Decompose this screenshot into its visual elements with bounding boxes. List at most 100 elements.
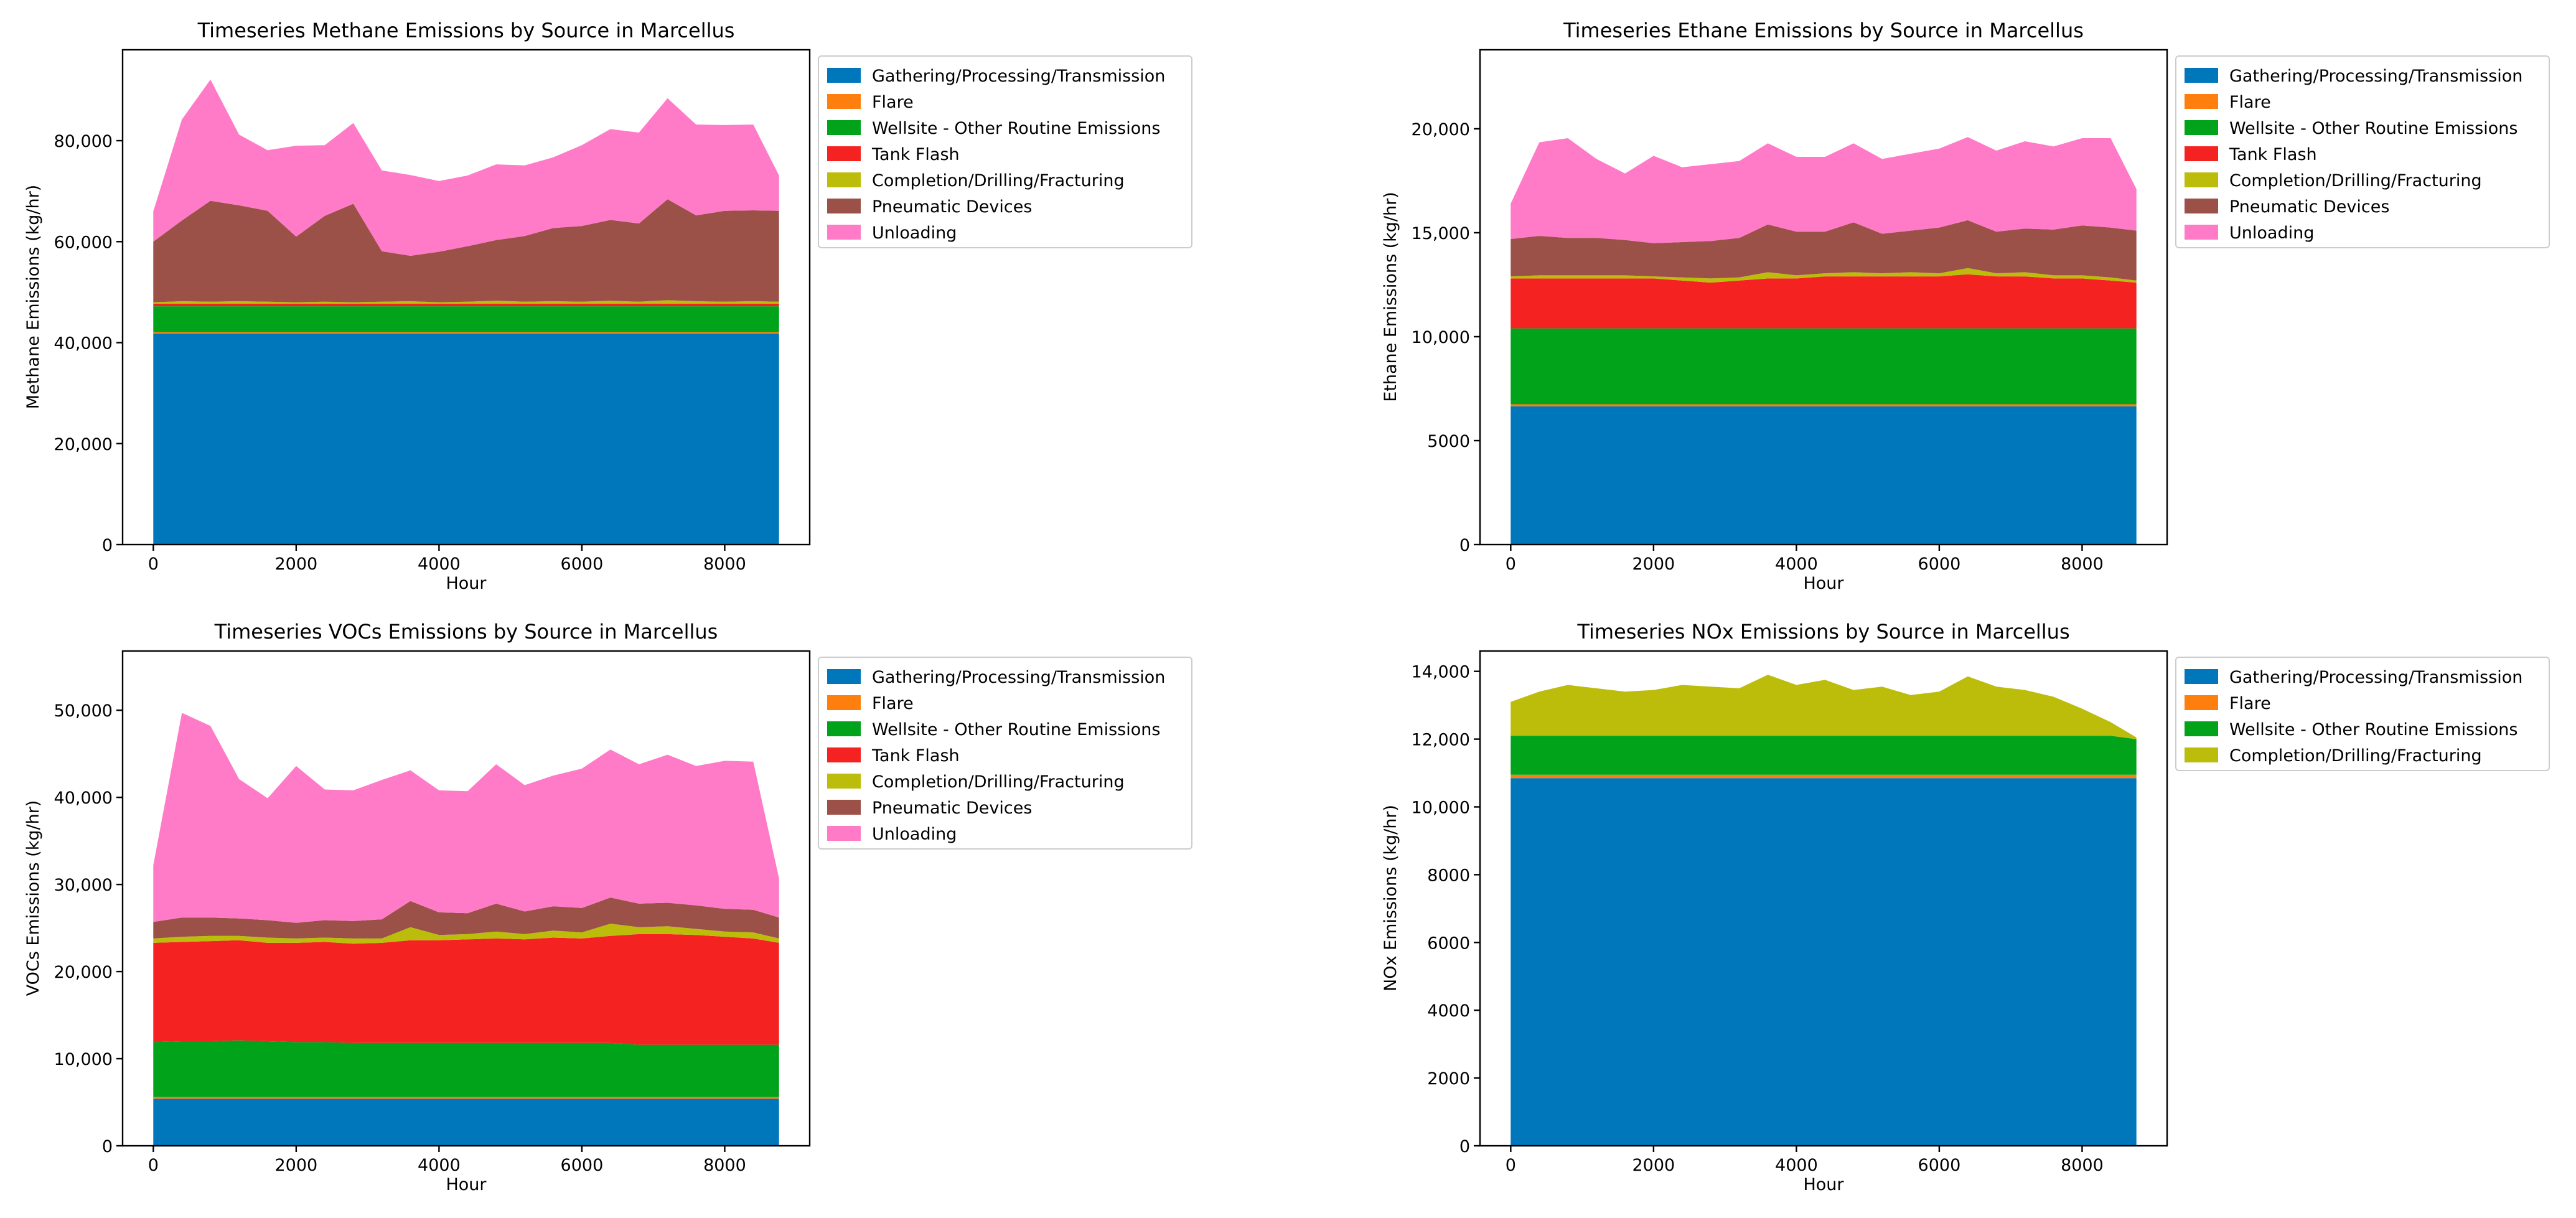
legend-label-gathering-processing-transmission: Gathering/Processing/Transmission bbox=[872, 668, 1165, 687]
legend-swatch-flare bbox=[2185, 94, 2218, 109]
x-tick-label: 0 bbox=[1506, 555, 1516, 574]
x-tick-label: 8000 bbox=[703, 1156, 746, 1175]
area-gathering-processing-transmission bbox=[153, 333, 779, 545]
legend-label-wellsite-other-routine-emissions: Wellsite - Other Routine Emissions bbox=[872, 720, 1160, 739]
y-tick-label: 10,000 bbox=[1412, 798, 1470, 817]
legend-swatch-unloading bbox=[2185, 225, 2218, 240]
legend: Gathering/Processing/Transmission Flare We… bbox=[2175, 657, 2550, 771]
y-tick-label: 0 bbox=[102, 1137, 113, 1156]
legend-frame bbox=[818, 55, 1192, 248]
area-flare bbox=[1510, 774, 2137, 779]
y-tick-label: 40,000 bbox=[54, 334, 113, 354]
x-tick-label: 6000 bbox=[561, 1156, 604, 1175]
legend-swatch-tank-flash bbox=[827, 146, 861, 161]
legend-label-unloading: Unloading bbox=[2229, 223, 2314, 243]
legend-label-tank-flash: Tank Flash bbox=[871, 746, 960, 766]
legend-swatch-completion-drilling-fracturing bbox=[2185, 747, 2218, 762]
x-tick-label: 6000 bbox=[1918, 555, 1961, 574]
legend-swatch-tank-flash bbox=[2185, 146, 2218, 161]
y-tick-label: 50,000 bbox=[54, 701, 113, 721]
y-axis-label: Ethane Emissions (kg/hr) bbox=[1381, 192, 1400, 402]
area-completion-drilling-fracturing bbox=[153, 300, 779, 304]
legend-label-unloading: Unloading bbox=[872, 223, 957, 243]
y-tick-label: 30,000 bbox=[54, 876, 113, 895]
legend-swatch-tank-flash bbox=[827, 747, 861, 762]
legend-label-tank-flash: Tank Flash bbox=[871, 145, 960, 164]
legend-label-gathering-processing-transmission: Gathering/Processing/Transmission bbox=[872, 67, 1165, 86]
legend-swatch-wellsite-other-routine-emissions bbox=[2185, 721, 2218, 736]
methane-chart: 0 2000 4000 6000 8000 0 20,000 40,000 60,000 80,… bbox=[24, 19, 1192, 593]
chart-title: Timeseries NOx Emissions by Source in Ma… bbox=[1576, 620, 2069, 644]
legend-swatch-pneumatic-devices bbox=[827, 800, 861, 815]
legend-label-pneumatic-devices: Pneumatic Devices bbox=[872, 799, 1032, 818]
legend-label-completion-drilling-fracturing: Completion/Drilling/Fracturing bbox=[872, 171, 1125, 190]
legend-label-completion-drilling-fracturing: Completion/Drilling/Fracturing bbox=[872, 772, 1125, 792]
legend-swatch-wellsite-other-routine-emissions bbox=[827, 120, 861, 135]
x-axis-label: Hour bbox=[1803, 1175, 1844, 1194]
area-pneumatic-devices bbox=[1510, 220, 2137, 281]
y-tick-label: 12,000 bbox=[1412, 731, 1470, 750]
x-tick-label: 2000 bbox=[1632, 1156, 1675, 1175]
y-tick-label: 6000 bbox=[1427, 934, 1470, 953]
y-axis-label: NOx Emissions (kg/hr) bbox=[1381, 805, 1400, 991]
legend-frame bbox=[818, 657, 1192, 850]
legend-label-pneumatic-devices: Pneumatic Devices bbox=[872, 197, 1032, 217]
area-gathering-processing-transmission bbox=[153, 1099, 779, 1146]
legend-label-flare: Flare bbox=[2229, 694, 2271, 713]
x-tick-label: 2000 bbox=[275, 1156, 318, 1175]
x-tick-label: 8000 bbox=[2061, 555, 2104, 574]
area-completion-drilling-fracturing bbox=[1510, 675, 2137, 739]
plot-frame bbox=[121, 49, 811, 546]
ethane-chart: 0 2000 4000 6000 8000 0 5000 10,000 15,000 20,00… bbox=[1381, 19, 2550, 593]
area-tank-flash bbox=[153, 304, 779, 307]
area-wellsite-other-routine-emissions bbox=[1510, 328, 2137, 405]
area-unloading bbox=[153, 79, 779, 256]
legend-frame bbox=[2175, 55, 2550, 248]
legend-swatch-gathering-processing-transmission bbox=[827, 68, 861, 83]
y-tick-label: 0 bbox=[1459, 536, 1470, 555]
legend-label-gathering-processing-transmission: Gathering/Processing/Transmission bbox=[2229, 668, 2522, 687]
plot-frame bbox=[121, 650, 811, 1147]
area-flare bbox=[153, 1097, 779, 1099]
x-tick-label: 6000 bbox=[1918, 1156, 1961, 1175]
area-gathering-processing-transmission bbox=[1510, 778, 2137, 1146]
legend: Gathering/Processing/Transmission Flare We… bbox=[2175, 55, 2550, 248]
area-pneumatic-devices bbox=[153, 199, 779, 302]
legend-label-wellsite-other-routine-emissions: Wellsite - Other Routine Emissions bbox=[2229, 119, 2517, 138]
area-tank-flash bbox=[153, 934, 779, 1045]
area-wellsite-other-routine-emissions bbox=[1510, 736, 2137, 775]
area-wellsite-other-routine-emissions bbox=[153, 1040, 779, 1097]
legend-swatch-flare bbox=[2185, 695, 2218, 710]
vocs-chart: 0 2000 4000 6000 8000 0 10,000 20,000 30,000 40,… bbox=[24, 620, 1192, 1194]
plot-frame bbox=[1479, 49, 2168, 546]
y-tick-label: 20,000 bbox=[54, 963, 113, 982]
legend-swatch-unloading bbox=[827, 225, 861, 240]
chart-title: Timeseries Ethane Emissions by Source in… bbox=[1563, 19, 2084, 42]
x-axis-label: Hour bbox=[446, 574, 487, 593]
area-unloading bbox=[1510, 137, 2137, 243]
y-tick-label: 20,000 bbox=[1412, 120, 1470, 139]
area-pneumatic-devices bbox=[153, 897, 779, 939]
area-flare bbox=[1510, 404, 2137, 406]
y-tick-label: 10,000 bbox=[54, 1050, 113, 1069]
legend-swatch-completion-drilling-fracturing bbox=[827, 172, 861, 187]
legend-swatch-unloading bbox=[827, 826, 861, 841]
y-tick-label: 20,000 bbox=[54, 435, 113, 454]
legend-label-wellsite-other-routine-emissions: Wellsite - Other Routine Emissions bbox=[2229, 720, 2517, 739]
plot-frame bbox=[1479, 650, 2168, 1147]
legend-swatch-gathering-processing-transmission bbox=[2185, 68, 2218, 83]
legend-swatch-wellsite-other-routine-emissions bbox=[2185, 120, 2218, 135]
area-flare bbox=[153, 332, 779, 334]
y-tick-label: 40,000 bbox=[54, 789, 113, 808]
legend-swatch-gathering-processing-transmission bbox=[827, 669, 861, 684]
y-tick-label: 10,000 bbox=[1412, 328, 1470, 347]
legend-swatch-gathering-processing-transmission bbox=[2185, 669, 2218, 684]
y-tick-label: 80,000 bbox=[54, 132, 113, 151]
legend-swatch-completion-drilling-fracturing bbox=[2185, 172, 2218, 187]
x-tick-label: 2000 bbox=[275, 555, 318, 574]
legend-label-completion-drilling-fracturing: Completion/Drilling/Fracturing bbox=[2229, 746, 2482, 766]
legend-label-tank-flash: Tank Flash bbox=[2229, 145, 2317, 164]
x-tick-label: 2000 bbox=[1632, 555, 1675, 574]
legend-label-wellsite-other-routine-emissions: Wellsite - Other Routine Emissions bbox=[872, 119, 1160, 138]
